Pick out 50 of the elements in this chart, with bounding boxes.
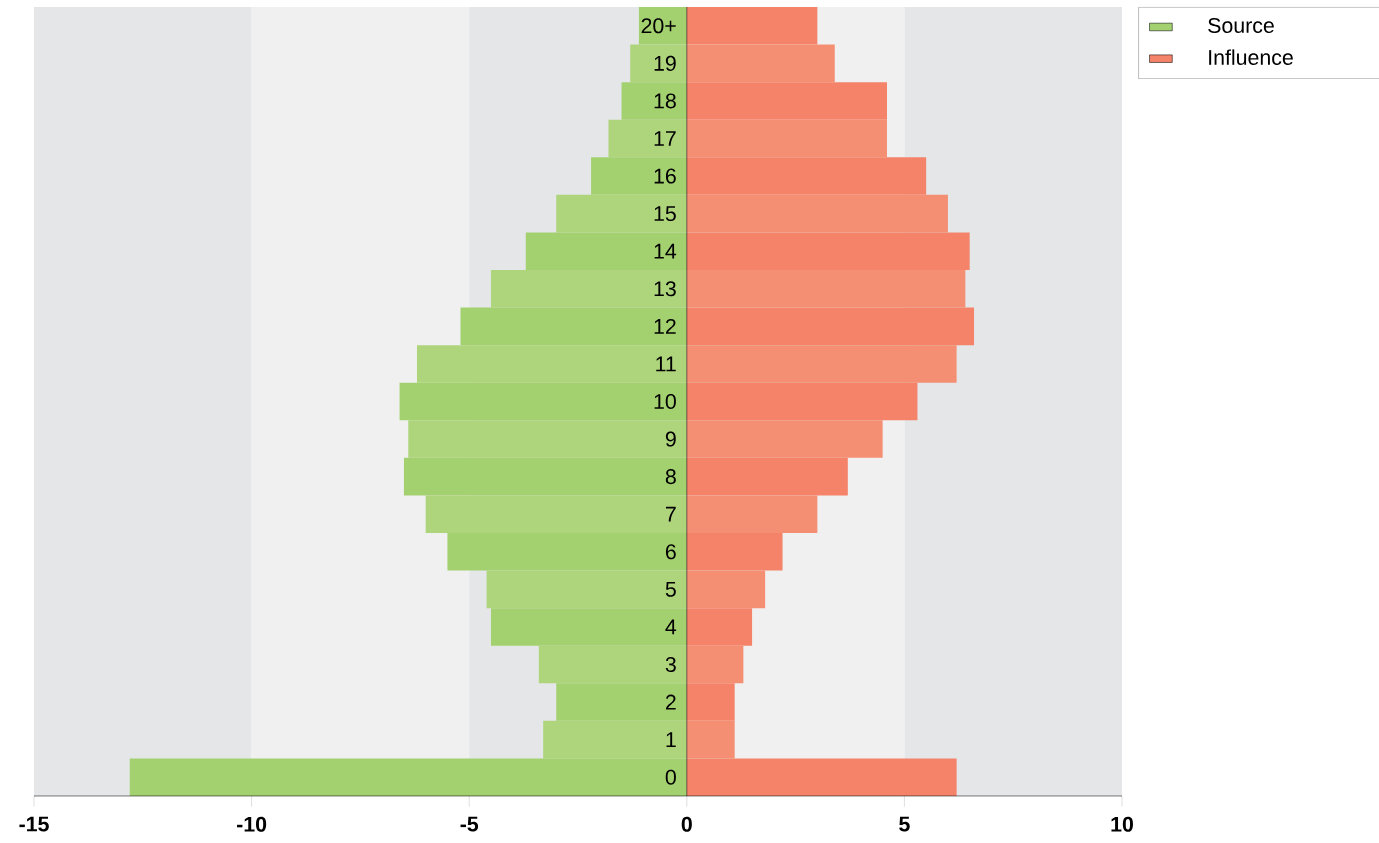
bar <box>630 44 687 83</box>
y-tick-label: 14 <box>654 243 677 259</box>
y-tick-label: 7 <box>665 506 676 522</box>
bar <box>399 382 687 421</box>
y-tick-label: 1 <box>666 732 676 747</box>
y-tick-label: 9 <box>665 431 676 447</box>
x-tick-label: -15 <box>19 816 49 832</box>
bar <box>129 758 687 796</box>
y-tick-label: 11 <box>656 356 676 372</box>
y-tick-label: 5 <box>665 581 676 597</box>
bar <box>403 457 687 496</box>
bar <box>591 157 687 195</box>
bar <box>543 720 687 759</box>
y-tick-label: 10 <box>654 393 676 410</box>
y-tick-label: 15 <box>654 206 676 222</box>
x-tick-label: -5 <box>460 816 479 832</box>
bar <box>538 645 687 684</box>
bar <box>621 82 687 120</box>
y-tick-label: 6 <box>665 544 676 560</box>
y-tick-label: 4 <box>665 619 677 635</box>
y-tick-label: 19 <box>654 55 676 71</box>
y-tick-label: 18 <box>654 93 676 109</box>
y-tick-label: 12 <box>654 318 676 334</box>
bar <box>525 232 687 270</box>
bar <box>425 495 687 533</box>
bar <box>608 119 687 158</box>
y-tick-label: 20+ <box>641 18 676 34</box>
bar <box>490 608 687 646</box>
bar <box>416 345 687 383</box>
x-tick-label: 0 <box>681 816 692 832</box>
bar <box>447 532 687 571</box>
y-tick-label: 8 <box>665 469 676 485</box>
y-tick-label: 2 <box>665 694 676 710</box>
bar <box>408 420 687 458</box>
bar <box>490 269 687 308</box>
bar <box>638 6 687 45</box>
bar <box>556 683 687 721</box>
y-tick-label: 3 <box>665 656 676 673</box>
legend-label: Source <box>1208 17 1274 34</box>
x-tick-label: 10 <box>1111 816 1133 832</box>
y-tick-label: 16 <box>654 168 676 184</box>
x-tick-label: 5 <box>899 816 910 832</box>
y-tick-label: 13 <box>654 281 676 297</box>
bar <box>460 307 687 346</box>
y-tick-label: 17 <box>654 131 676 146</box>
x-tick-label: -10 <box>237 816 267 832</box>
y-tick-label: 0 <box>665 769 676 785</box>
legend-label: Influence <box>1209 49 1293 66</box>
bar <box>556 194 687 233</box>
bar <box>486 570 687 609</box>
